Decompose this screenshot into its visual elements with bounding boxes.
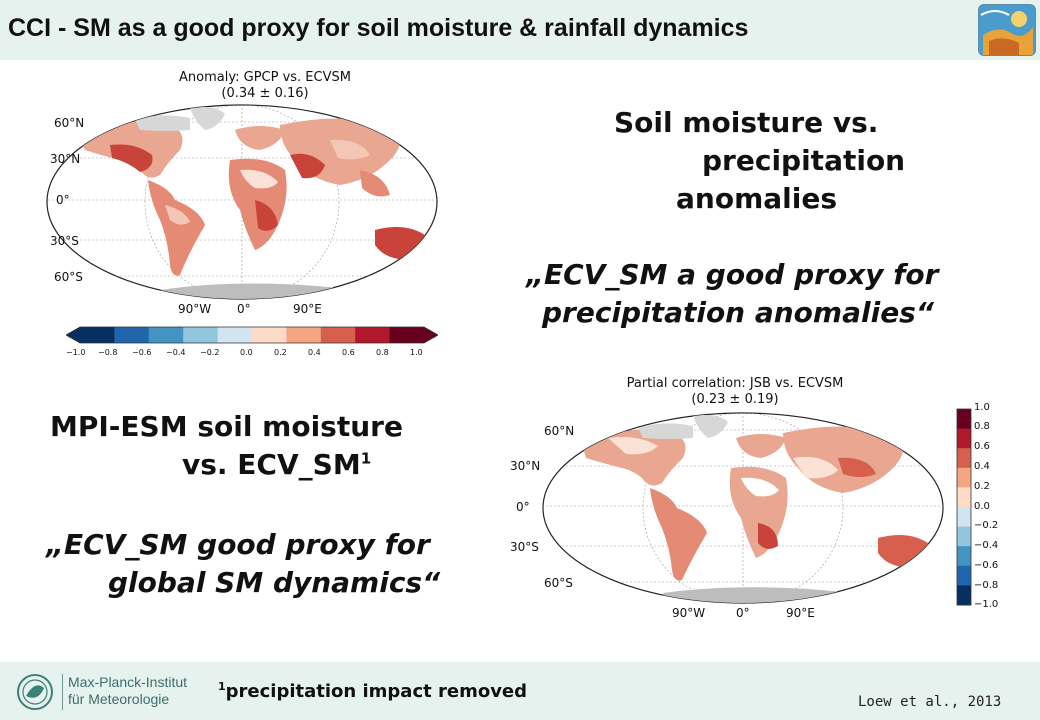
colorbar-tick: 0.8: [974, 421, 990, 432]
map2-lon-label: 90°E: [786, 606, 815, 620]
colorbar-outline: [66, 326, 438, 344]
institute-line: für Meteorologie: [68, 691, 170, 707]
colorbar-tick: 0.2: [974, 481, 990, 492]
colorbar-swatch: [957, 526, 971, 547]
colorbar-swatch: [957, 585, 971, 606]
colorbar-swatch: [957, 507, 971, 528]
quote-line: „ECV_SM good proxy for: [46, 528, 430, 561]
map1-lat-label: 30°N: [50, 152, 81, 166]
footnote-marker: 1: [360, 449, 372, 468]
colorbar-extend-low: [66, 327, 80, 343]
header-bar: [0, 0, 1040, 60]
colorbar-tick: 0.4: [974, 461, 990, 472]
colorbar-swatch: [183, 327, 219, 343]
colorbar-tick: −0.6: [974, 560, 999, 571]
map1-figure: [46, 104, 438, 300]
map1-lon-label: 90°E: [293, 302, 322, 316]
colorbar-tick: 0.0: [240, 348, 253, 357]
colorbar-tick: −1.0: [66, 348, 86, 357]
heading-text: vs. ECV_SM: [182, 448, 361, 481]
colorbar-swatch: [957, 409, 971, 430]
colorbar-tick: 0.6: [974, 441, 990, 452]
colorbar-swatch: [389, 327, 425, 343]
colorbar-tick: −1.0: [974, 599, 999, 610]
colorbar-swatch: [114, 327, 150, 343]
map2-lat-label: 60°S: [544, 576, 573, 590]
colorbar-tick: −0.2: [974, 520, 999, 531]
map2-lon-label: 90°W: [672, 606, 706, 620]
colorbar-tick: 1.0: [410, 348, 423, 357]
map1-lat-label: 60°S: [54, 270, 83, 284]
map2-title: Partial correlation: JSB vs. ECVSM: [626, 376, 844, 391]
colorbar-tick: −0.8: [98, 348, 118, 357]
map1-lat-label: 0°: [56, 193, 70, 207]
map2-subtitle: (0.23 ± 0.19): [691, 392, 779, 407]
colorbar-swatch: [957, 546, 971, 567]
mpi-logo-icon: [17, 674, 53, 710]
colorbar-outline: [956, 408, 972, 606]
footnote-text: precipitation impact removed: [225, 681, 528, 702]
colorbar-tick: −0.8: [974, 580, 999, 591]
satellite-globe-icon: [978, 4, 1036, 56]
heading-line: Soil moisture vs.: [614, 106, 879, 139]
colorbar-swatch: [957, 565, 971, 586]
heading-line: anomalies: [676, 182, 837, 215]
map2-figure: [542, 412, 944, 604]
colorbar-tick: 0.2: [274, 348, 287, 357]
colorbar-swatch: [957, 448, 971, 469]
heading-line: vs. ECV_SM1: [182, 448, 371, 481]
quote-line: precipitation anomalies“: [542, 296, 934, 329]
colorbar-tick: −0.2: [200, 348, 220, 357]
colorbar-swatch: [217, 327, 253, 343]
colorbar-tick: 0.6: [342, 348, 355, 357]
colorbar-tick: 1.0: [974, 402, 990, 413]
slide-title: CCI - SM as a good proxy for soil moistu…: [8, 14, 749, 42]
colorbar-swatch: [80, 327, 115, 343]
colorbar-tick: 0.0: [974, 501, 990, 512]
colorbar-swatch: [355, 327, 391, 343]
colorbar-tick: −0.6: [132, 348, 152, 357]
colorbar-swatch: [957, 467, 971, 488]
map1-subtitle: (0.34 ± 0.16): [221, 86, 309, 101]
colorbar-tick: 0.4: [308, 348, 321, 357]
heading-line: precipitation: [702, 144, 906, 177]
map2-colorbar: [956, 408, 972, 606]
map1-lat-label: 30°S: [50, 234, 79, 248]
footnote-marker: 1: [218, 680, 226, 693]
footer-divider: [62, 674, 63, 710]
map1-lon-label: 90°W: [178, 302, 212, 316]
colorbar-tick: −0.4: [166, 348, 186, 357]
footnote: 1precipitation impact removed: [218, 680, 527, 702]
colorbar-swatch: [148, 327, 184, 343]
colorbar-tick: 0.8: [376, 348, 389, 357]
colorbar-swatch: [320, 327, 356, 343]
map2-lat-label: 30°N: [510, 459, 541, 473]
map1-lon-label: 0°: [237, 302, 251, 316]
map1-lat-label: 60°N: [54, 116, 85, 130]
colorbar-swatch: [286, 327, 322, 343]
map2-lat-label: 60°N: [544, 424, 575, 438]
citation: Loew et al., 2013: [858, 694, 1002, 710]
colorbar-tick: −0.4: [974, 540, 999, 551]
quote-line: global SM dynamics“: [108, 566, 441, 599]
institute-line: Max-Planck-Institut: [68, 674, 188, 690]
map1-colorbar-ticks: −1.0 −0.8 −0.6 −0.4 −0.2 0.0 0.2 0.4 0.6…: [66, 348, 438, 360]
heading-line: MPI-ESM soil moisture: [50, 410, 403, 443]
institute-name: Max-Planck-Institut für Meteorologie: [68, 674, 187, 708]
map2-lon-label: 0°: [736, 606, 750, 620]
colorbar-swatch: [252, 327, 287, 343]
map1-colorbar: [66, 326, 438, 344]
map1-title: Anomaly: GPCP vs. ECVSM: [179, 70, 351, 85]
footer-bar: [0, 662, 1040, 720]
map2-colorbar-ticks: 1.0 0.8 0.6 0.4 0.2 0.0 −0.2 −0.4 −0.6 −…: [974, 402, 1014, 612]
colorbar-swatch: [957, 428, 971, 449]
map2-lat-label: 30°S: [510, 540, 539, 554]
quote-line: „ECV_SM a good proxy for: [526, 258, 939, 291]
map2-lat-label: 0°: [516, 500, 530, 514]
colorbar-swatch: [957, 487, 971, 508]
colorbar-extend-high: [424, 327, 438, 343]
